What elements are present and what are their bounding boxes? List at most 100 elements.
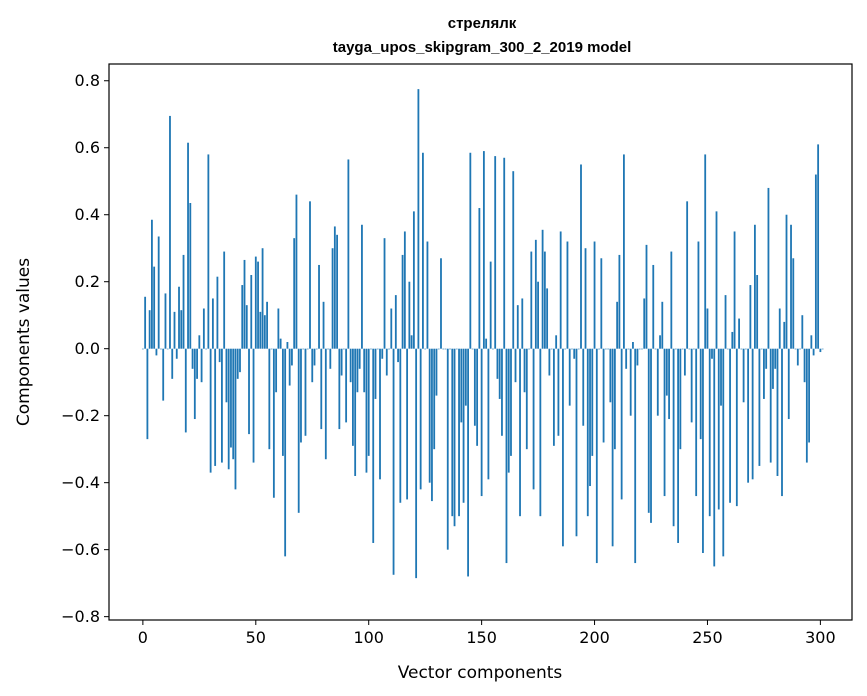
bar-280: [774, 348, 777, 369]
bar-20: [187, 142, 189, 349]
bar-149: [478, 208, 481, 349]
bar-75: [311, 348, 314, 383]
bar-297: [812, 348, 815, 356]
x-tick-label: 250: [692, 628, 723, 647]
bar-283: [781, 348, 783, 497]
bar-47: [248, 348, 250, 435]
bar-78: [318, 264, 320, 349]
bar-179: [546, 288, 549, 349]
chart-subtitle: tayga_upos_skipgram_300_2_2019 model: [333, 39, 632, 56]
bar-145: [469, 152, 472, 349]
bar-115: [401, 254, 404, 349]
bar-240: [683, 348, 686, 376]
bar-255: [717, 348, 720, 510]
bar-92: [349, 348, 352, 383]
x-axis-ticks: 0 50 100 150 200 250 300: [138, 620, 836, 647]
bar-221: [641, 348, 643, 350]
bar-237: [677, 348, 680, 543]
bar-95: [356, 348, 359, 393]
bar-79: [320, 348, 323, 430]
bar-107: [383, 238, 386, 349]
bar-9: [162, 348, 165, 401]
bar-35: [221, 348, 223, 463]
bar-148: [476, 348, 479, 446]
bar-126: [426, 241, 429, 349]
bar-260: [729, 348, 731, 503]
bar-14: [173, 311, 176, 349]
bar-73: [306, 348, 309, 350]
bar-285: [785, 214, 788, 349]
bar-86: [336, 234, 338, 349]
bar-212: [620, 348, 623, 500]
bar-272: [756, 275, 759, 349]
bar-254: [715, 211, 718, 349]
bar-158: [498, 348, 501, 399]
bar-129: [433, 348, 436, 450]
bar-127: [428, 348, 431, 483]
bar-64: [286, 342, 289, 349]
bar-200: [593, 241, 596, 349]
bar-256: [720, 348, 722, 406]
bar-242: [688, 348, 691, 350]
bar-247: [699, 348, 702, 440]
bar-77: [315, 348, 318, 350]
bar-199: [591, 348, 594, 456]
bars-group: [141, 89, 824, 579]
bar-70: [300, 348, 302, 443]
bar-114: [399, 348, 402, 503]
bar-43: [239, 348, 241, 373]
bar-234: [670, 251, 673, 349]
bar-80: [322, 301, 325, 349]
bar-60: [277, 308, 280, 349]
bar-274: [760, 348, 763, 350]
bar-49: [252, 348, 255, 463]
bar-236: [674, 348, 677, 350]
bar-162: [507, 348, 510, 473]
bar-286: [787, 348, 790, 420]
bar-282: [778, 308, 781, 349]
bar-251: [708, 348, 711, 517]
bar-233: [668, 348, 670, 420]
bar-292: [801, 315, 804, 349]
bar-100: [367, 348, 370, 456]
bar-204: [602, 348, 605, 443]
x-axis-label: Vector components: [398, 663, 563, 683]
bar-243: [690, 348, 693, 423]
bar-277: [767, 187, 770, 349]
bar-38: [227, 348, 230, 470]
bar-91: [347, 159, 350, 349]
bar-294: [805, 348, 808, 463]
bar-89: [342, 348, 345, 350]
bar-287: [790, 224, 792, 349]
bar-173: [532, 348, 535, 490]
y-tick-label: 0.6: [75, 138, 100, 157]
bar-268: [747, 348, 750, 483]
bar-123: [419, 348, 422, 490]
bar-186: [562, 348, 564, 547]
bar-133: [442, 348, 445, 350]
bar-125: [424, 348, 427, 350]
bar-37: [225, 348, 228, 403]
y-tick-label: 0.8: [75, 71, 100, 90]
bar-56: [268, 348, 271, 450]
bar-213: [623, 154, 625, 349]
bar-87: [338, 348, 341, 430]
bar-223: [645, 244, 648, 349]
bar-143: [464, 348, 467, 406]
bar-134: [444, 348, 447, 350]
bar-45: [243, 259, 246, 349]
bar-209: [613, 348, 616, 450]
bar-284: [783, 321, 786, 349]
bar-161: [505, 348, 508, 564]
bar-48: [250, 275, 253, 349]
bar-227: [654, 348, 657, 350]
bar-249: [704, 154, 707, 349]
bar-124: [422, 152, 424, 349]
bar-101: [370, 348, 372, 350]
bar-245: [695, 348, 698, 497]
bar-298: [814, 174, 817, 349]
bar-136: [449, 348, 451, 350]
bar-174: [534, 239, 537, 349]
bar-218: [634, 348, 637, 564]
bar-71: [302, 348, 305, 350]
